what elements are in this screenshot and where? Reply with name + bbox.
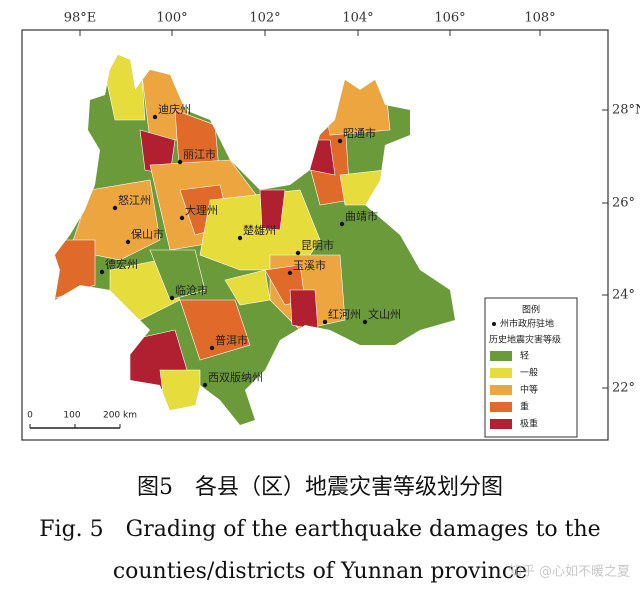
legend-swatch [490, 368, 512, 378]
legend-subtitle: 历史地震灾害等级 [489, 334, 561, 346]
place-label: 昭通市 [343, 126, 376, 140]
legend-label: 轻 [520, 350, 529, 362]
place-label: 曲靖市 [345, 209, 378, 223]
seat-dot [202, 382, 208, 388]
caption-cn: 图5 各县（区）地震灾害等级划分图 [137, 475, 503, 500]
seat-dot [112, 205, 118, 211]
watermark: 知乎 @心如不暖之夏 [509, 564, 630, 580]
place-label: 楚雄州 [243, 223, 276, 237]
seat-dot [337, 138, 343, 144]
scale-bar [29, 424, 121, 429]
seat-dot [362, 319, 368, 325]
seat-dot [99, 269, 105, 275]
seat-dot [177, 159, 183, 165]
seat-dot [179, 215, 185, 221]
caption-en: counties/districts of Yunnan province [113, 559, 527, 584]
place-label: 红河州 [328, 308, 361, 321]
scale-label: 0 [27, 411, 33, 421]
lon-label: 100° [156, 11, 187, 26]
seat-dot [125, 239, 131, 245]
seat-dot [152, 114, 158, 120]
place-label: 丽江市 [183, 147, 216, 161]
place-label: 大理州 [185, 203, 218, 217]
legend-swatch [490, 419, 512, 429]
legend-swatch [490, 402, 512, 412]
lon-label: 104° [342, 11, 373, 26]
caption-en: Fig. 5 Grading of the earthquake damages… [39, 517, 600, 542]
seat-dot [169, 295, 175, 301]
seat-dot [322, 319, 328, 325]
lon-label: 102° [249, 11, 280, 26]
lon-label: 106° [434, 11, 465, 26]
legend-swatch [490, 385, 512, 395]
legend-label: 中等 [520, 384, 538, 396]
seat-dot [237, 235, 243, 241]
lat-label: 24° [612, 288, 635, 303]
place-label: 迪庆州 [158, 102, 191, 116]
legend-label: 一般 [520, 367, 538, 379]
legend-title: 图例 [522, 304, 540, 316]
place-label: 临沧市 [175, 283, 208, 297]
place-label: 昆明市 [301, 238, 334, 252]
seat-dot [295, 250, 301, 256]
place-label: 德宏州 [105, 257, 138, 271]
scale-label: 100 [63, 411, 80, 421]
legend-swatch [490, 351, 512, 361]
place-label: 保山市 [131, 227, 164, 241]
lat-label: 28°N [612, 103, 640, 118]
legend-label: 重 [520, 401, 529, 413]
legend-label: 极重 [520, 418, 538, 430]
scale-label: 200 km [103, 411, 137, 421]
seat-dot [287, 270, 293, 276]
place-label: 西双版纳州 [208, 370, 263, 384]
seat-dot [209, 345, 215, 351]
place-label: 玉溪市 [293, 258, 326, 272]
place-label: 怒江州 [118, 193, 151, 207]
lon-label: 108° [524, 11, 555, 26]
place-label: 普洱市 [215, 333, 248, 347]
lat-label: 22° [612, 381, 635, 396]
lat-label: 26° [612, 196, 635, 211]
legend: 图例 州市政府驻地 历史地震灾害等级 [484, 297, 578, 438]
legend-seat: 州市政府驻地 [500, 318, 554, 330]
place-label: 文山州 [368, 307, 401, 321]
seat-dot [339, 221, 345, 227]
lon-label: 98°E [64, 11, 97, 26]
